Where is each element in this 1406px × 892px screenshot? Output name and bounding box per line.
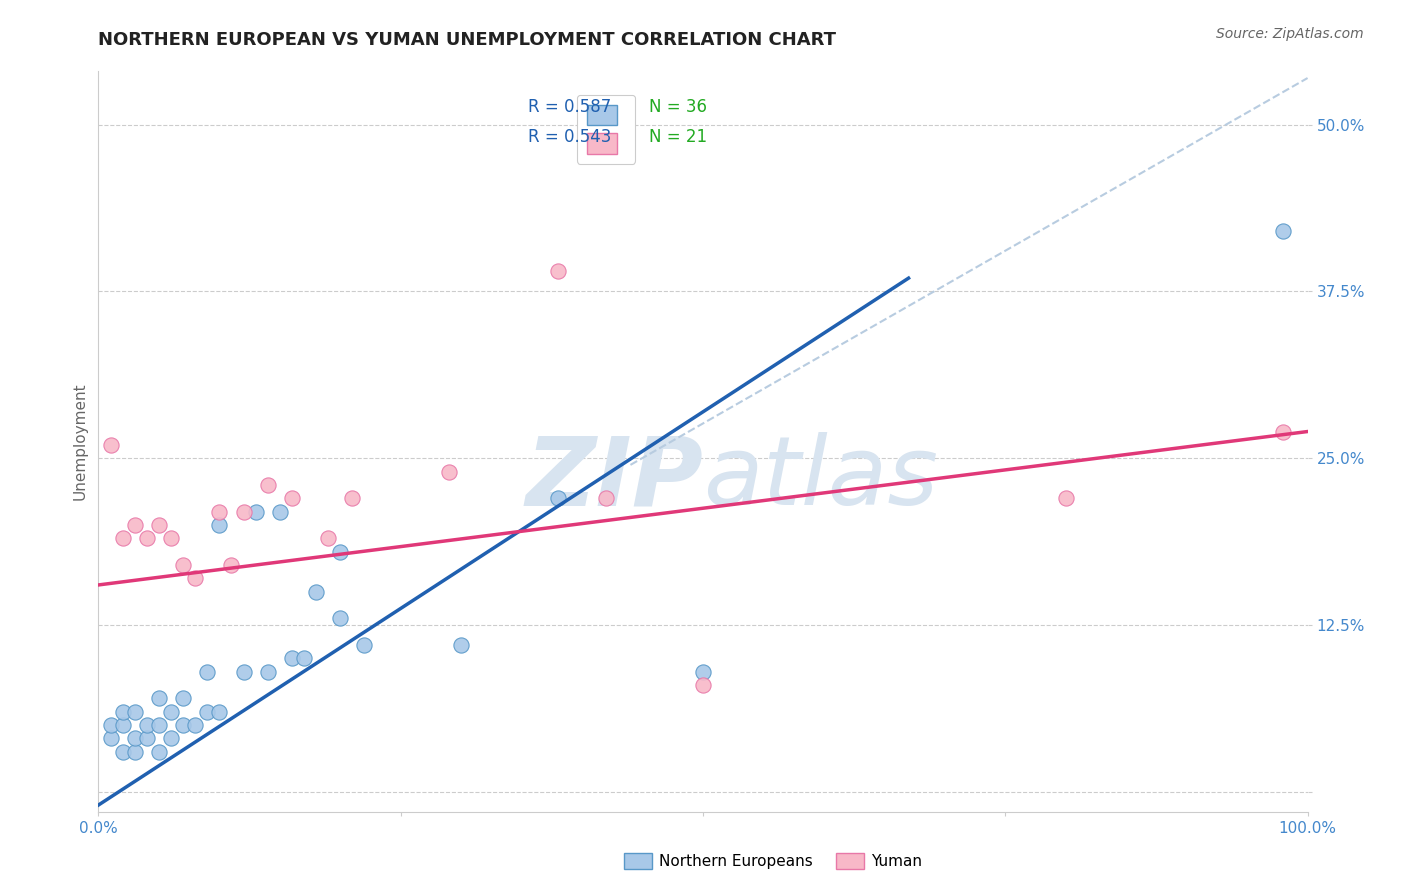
- Y-axis label: Unemployment: Unemployment: [72, 383, 87, 500]
- Point: [148, 691, 170, 706]
- Point: [342, 491, 364, 506]
- Text: N = 21: N = 21: [648, 128, 707, 145]
- Point: [148, 745, 170, 759]
- Point: [547, 491, 569, 506]
- Point: [172, 718, 194, 732]
- Point: [135, 718, 157, 732]
- Point: [245, 505, 267, 519]
- Point: [437, 465, 460, 479]
- Point: [547, 264, 569, 278]
- Point: [160, 531, 183, 545]
- Point: [124, 745, 146, 759]
- Point: [595, 491, 617, 506]
- Point: [124, 705, 146, 719]
- Legend: Northern Europeans, Yuman: Northern Europeans, Yuman: [619, 847, 928, 875]
- Point: [148, 718, 170, 732]
- Point: [135, 531, 157, 545]
- Point: [111, 705, 134, 719]
- Point: [1272, 425, 1295, 439]
- Point: [221, 558, 243, 572]
- Point: [316, 531, 339, 545]
- Point: [329, 611, 352, 625]
- Point: [100, 438, 122, 452]
- Point: [208, 705, 231, 719]
- Text: R = 0.543: R = 0.543: [527, 128, 612, 145]
- Point: [111, 531, 134, 545]
- Point: [195, 665, 218, 679]
- Point: [195, 705, 218, 719]
- Point: [184, 718, 207, 732]
- Legend: , : ,: [576, 95, 636, 163]
- Point: [172, 558, 194, 572]
- Point: [172, 691, 194, 706]
- Point: [281, 491, 304, 506]
- Point: [281, 651, 304, 665]
- Point: [256, 478, 278, 492]
- Point: [208, 505, 231, 519]
- Text: Source: ZipAtlas.com: Source: ZipAtlas.com: [1216, 27, 1364, 41]
- Point: [124, 517, 146, 532]
- Point: [292, 651, 315, 665]
- Point: [269, 505, 291, 519]
- Text: NORTHERN EUROPEAN VS YUMAN UNEMPLOYMENT CORRELATION CHART: NORTHERN EUROPEAN VS YUMAN UNEMPLOYMENT …: [98, 31, 837, 49]
- Point: [100, 718, 122, 732]
- Point: [232, 505, 254, 519]
- Point: [232, 665, 254, 679]
- Point: [184, 571, 207, 585]
- Point: [329, 544, 352, 558]
- Point: [208, 517, 231, 532]
- Text: R = 0.587: R = 0.587: [527, 98, 612, 116]
- Text: N = 36: N = 36: [648, 98, 707, 116]
- Point: [692, 678, 714, 692]
- Point: [160, 705, 183, 719]
- Point: [111, 718, 134, 732]
- Text: ZIP: ZIP: [524, 432, 703, 525]
- Point: [1054, 491, 1077, 506]
- Point: [111, 745, 134, 759]
- Point: [353, 638, 375, 652]
- Point: [160, 731, 183, 746]
- Point: [135, 731, 157, 746]
- Point: [450, 638, 472, 652]
- Point: [148, 517, 170, 532]
- Point: [100, 731, 122, 746]
- Point: [1272, 224, 1295, 238]
- Point: [256, 665, 278, 679]
- Point: [692, 665, 714, 679]
- Point: [305, 584, 328, 599]
- Text: atlas: atlas: [703, 432, 938, 525]
- Point: [124, 731, 146, 746]
